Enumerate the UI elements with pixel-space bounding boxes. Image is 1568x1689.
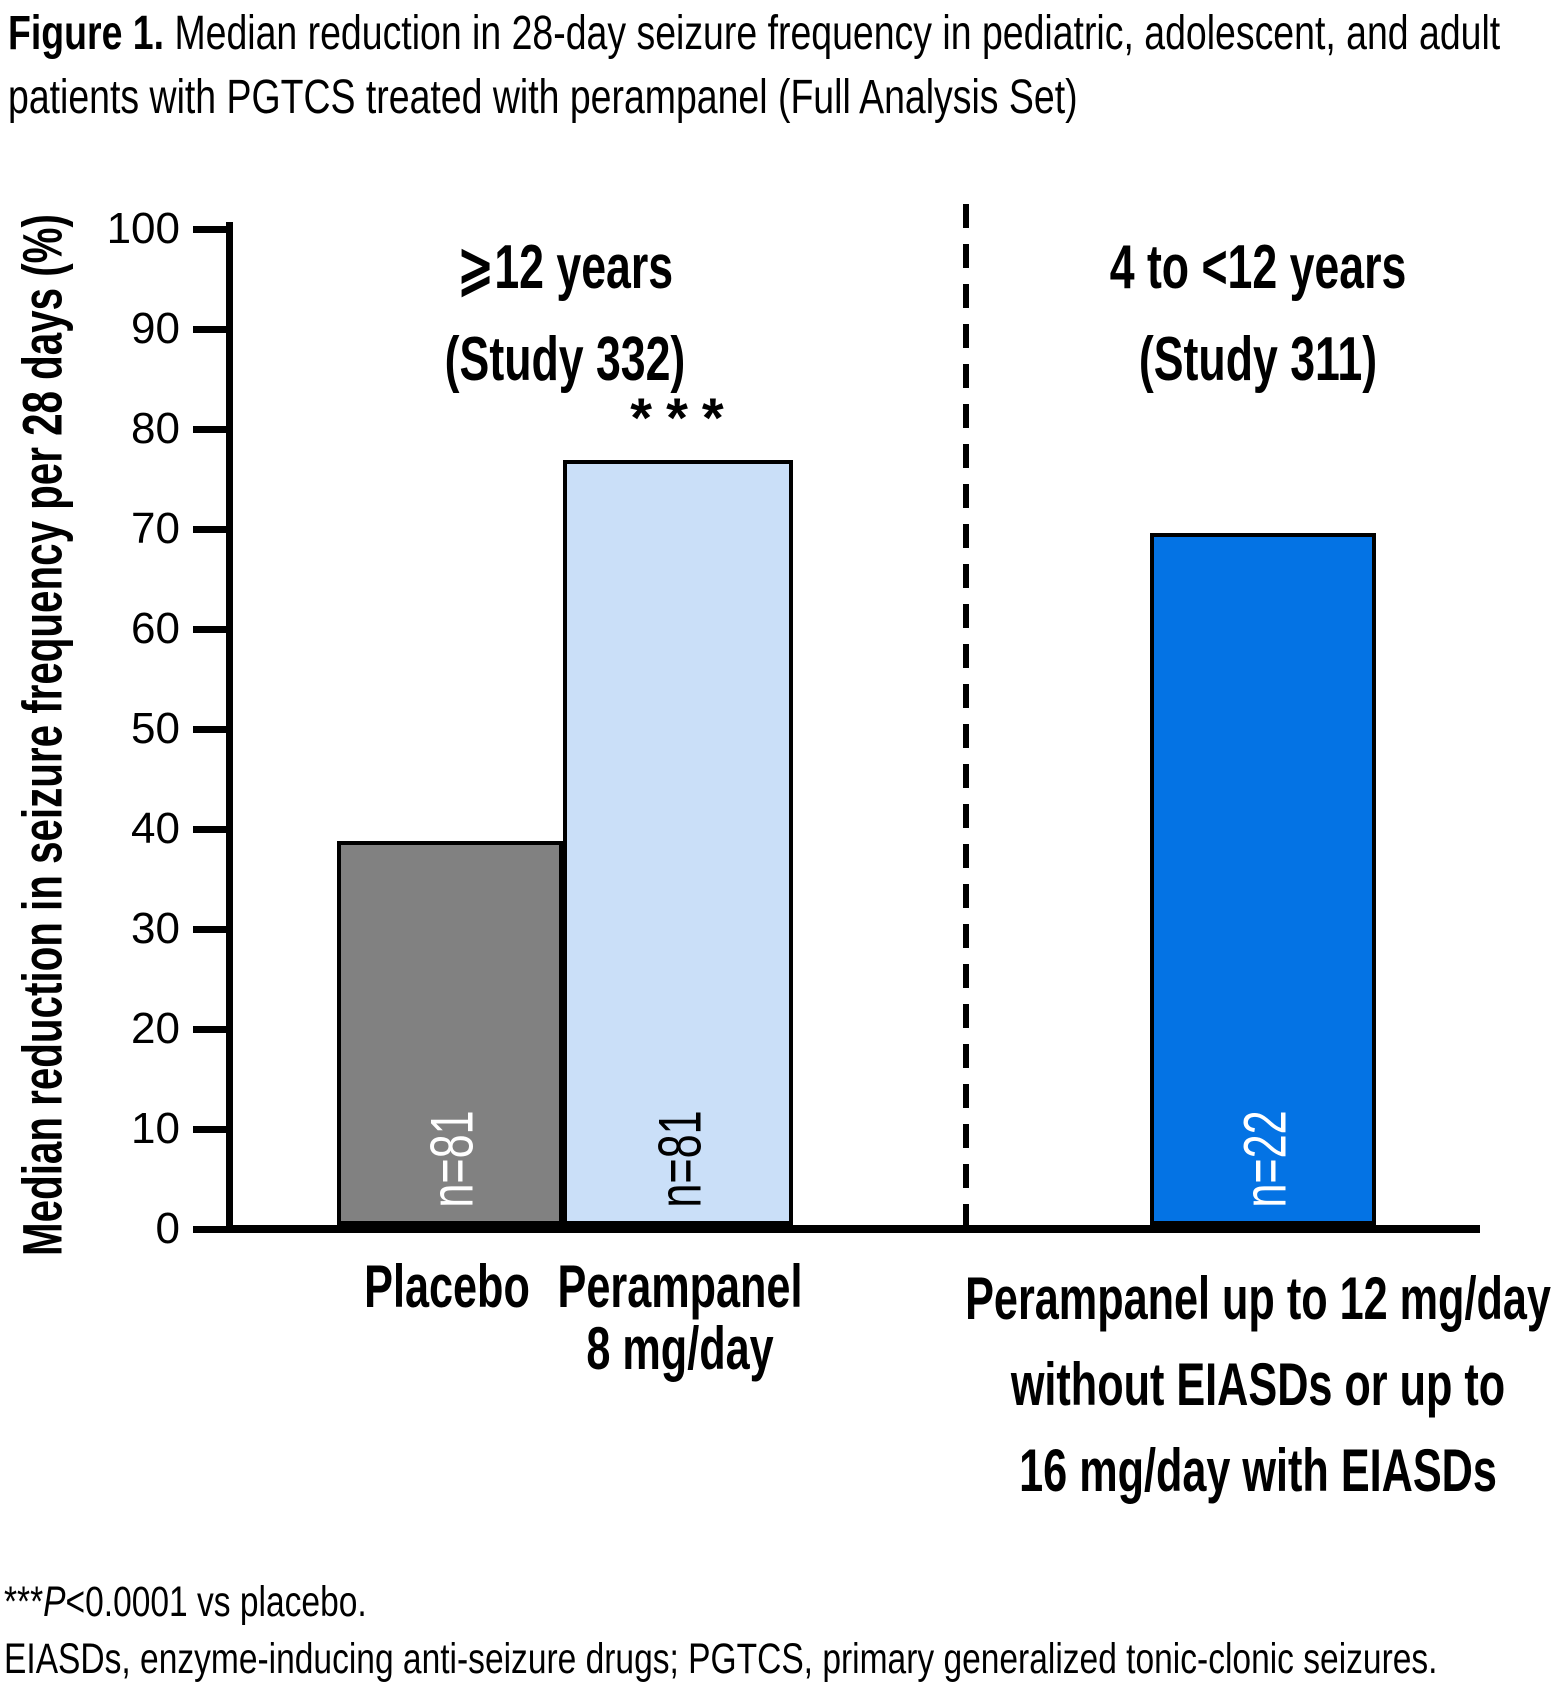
footnote-abbreviations: EIASDs, enzyme-inducing anti-seizure dru… [4,1635,1438,1683]
footnotes: ***P<0.0001 vs placebo. EIASDs, enzyme-i… [4,1574,1556,1688]
y-tick-label: 60 [131,604,180,653]
footnote-stars: *** [4,1578,44,1626]
y-tick [193,725,226,733]
y-tick [193,825,226,833]
n-label-perampanel-8mg: n=81 [646,1110,714,1208]
figure-title-text: Median reduction in 28-day seizure frequ… [8,7,1501,124]
x-label-line: Placebo [364,1253,530,1320]
group-header-study-311: 4 to <12 years (Study 311) [1110,222,1407,406]
x-label-line: Perampanel [557,1253,803,1320]
bar-perampanel-pediatric [1150,533,1376,1225]
x-axis-label-placebo: Placebo [364,1256,530,1318]
x-label-line: 16 mg/day with EIASDs [1019,1437,1497,1504]
y-tick [193,225,226,233]
y-tick [193,925,226,933]
y-tick [193,325,226,333]
group-header-study-id: (Study 332) [444,325,686,394]
bar-perampanel-8mg [563,460,793,1225]
y-tick [193,425,226,433]
figure-title-prefix: Figure 1. [8,7,165,60]
y-tick-label: 50 [131,704,180,753]
footnote-p-symbol: P [43,1578,66,1626]
bar-placebo [337,841,563,1225]
group-header-age-range: ⩾12 years [456,233,674,302]
y-tick [193,625,226,633]
y-tick-label: 100 [106,204,180,253]
x-label-line: 8 mg/day [586,1315,774,1382]
x-label-line: without EIASDs or up to [1010,1351,1506,1418]
x-axis-label-perampanel-8mg: Perampanel 8 mg/day [558,1256,803,1380]
y-tick-label: 70 [131,504,180,553]
x-label-line: Perampanel up to 12 mg/day [965,1265,1551,1332]
y-tick-label: 90 [131,304,180,353]
n-label-placebo: n=81 [418,1110,486,1208]
y-tick-label: 30 [131,904,180,953]
group-header-age-range: 4 to <12 years [1109,233,1407,302]
group-divider-dashed-line [963,204,969,1225]
y-tick-label: 20 [131,1004,180,1053]
group-header-study-332: ⩾12 years (Study 332) [445,222,686,406]
n-label-perampanel-pediatric: n=22 [1231,1110,1299,1208]
y-tick [193,525,226,533]
x-axis-line [226,1225,1480,1233]
y-tick-label: 10 [131,1104,180,1153]
y-axis-line [226,222,233,1233]
y-tick-label: 80 [131,404,180,453]
figure-title: Figure 1. Median reduction in 28-day sei… [8,2,1537,130]
significance-stars: *** [630,386,738,449]
group-header-study-id: (Study 311) [1138,325,1378,394]
y-tick [193,1025,226,1033]
y-tick-label: 40 [131,804,180,853]
y-tick [193,1125,226,1133]
x-axis-label-perampanel-pediatric: Perampanel up to 12 mg/day without EIASD… [965,1256,1551,1514]
y-tick [193,1225,226,1233]
footnote-significance: ***P<0.0001 vs placebo. [4,1574,1556,1631]
y-tick-label: 0 [155,1204,180,1253]
footnote-p-value: <0.0001 vs placebo. [65,1578,367,1626]
